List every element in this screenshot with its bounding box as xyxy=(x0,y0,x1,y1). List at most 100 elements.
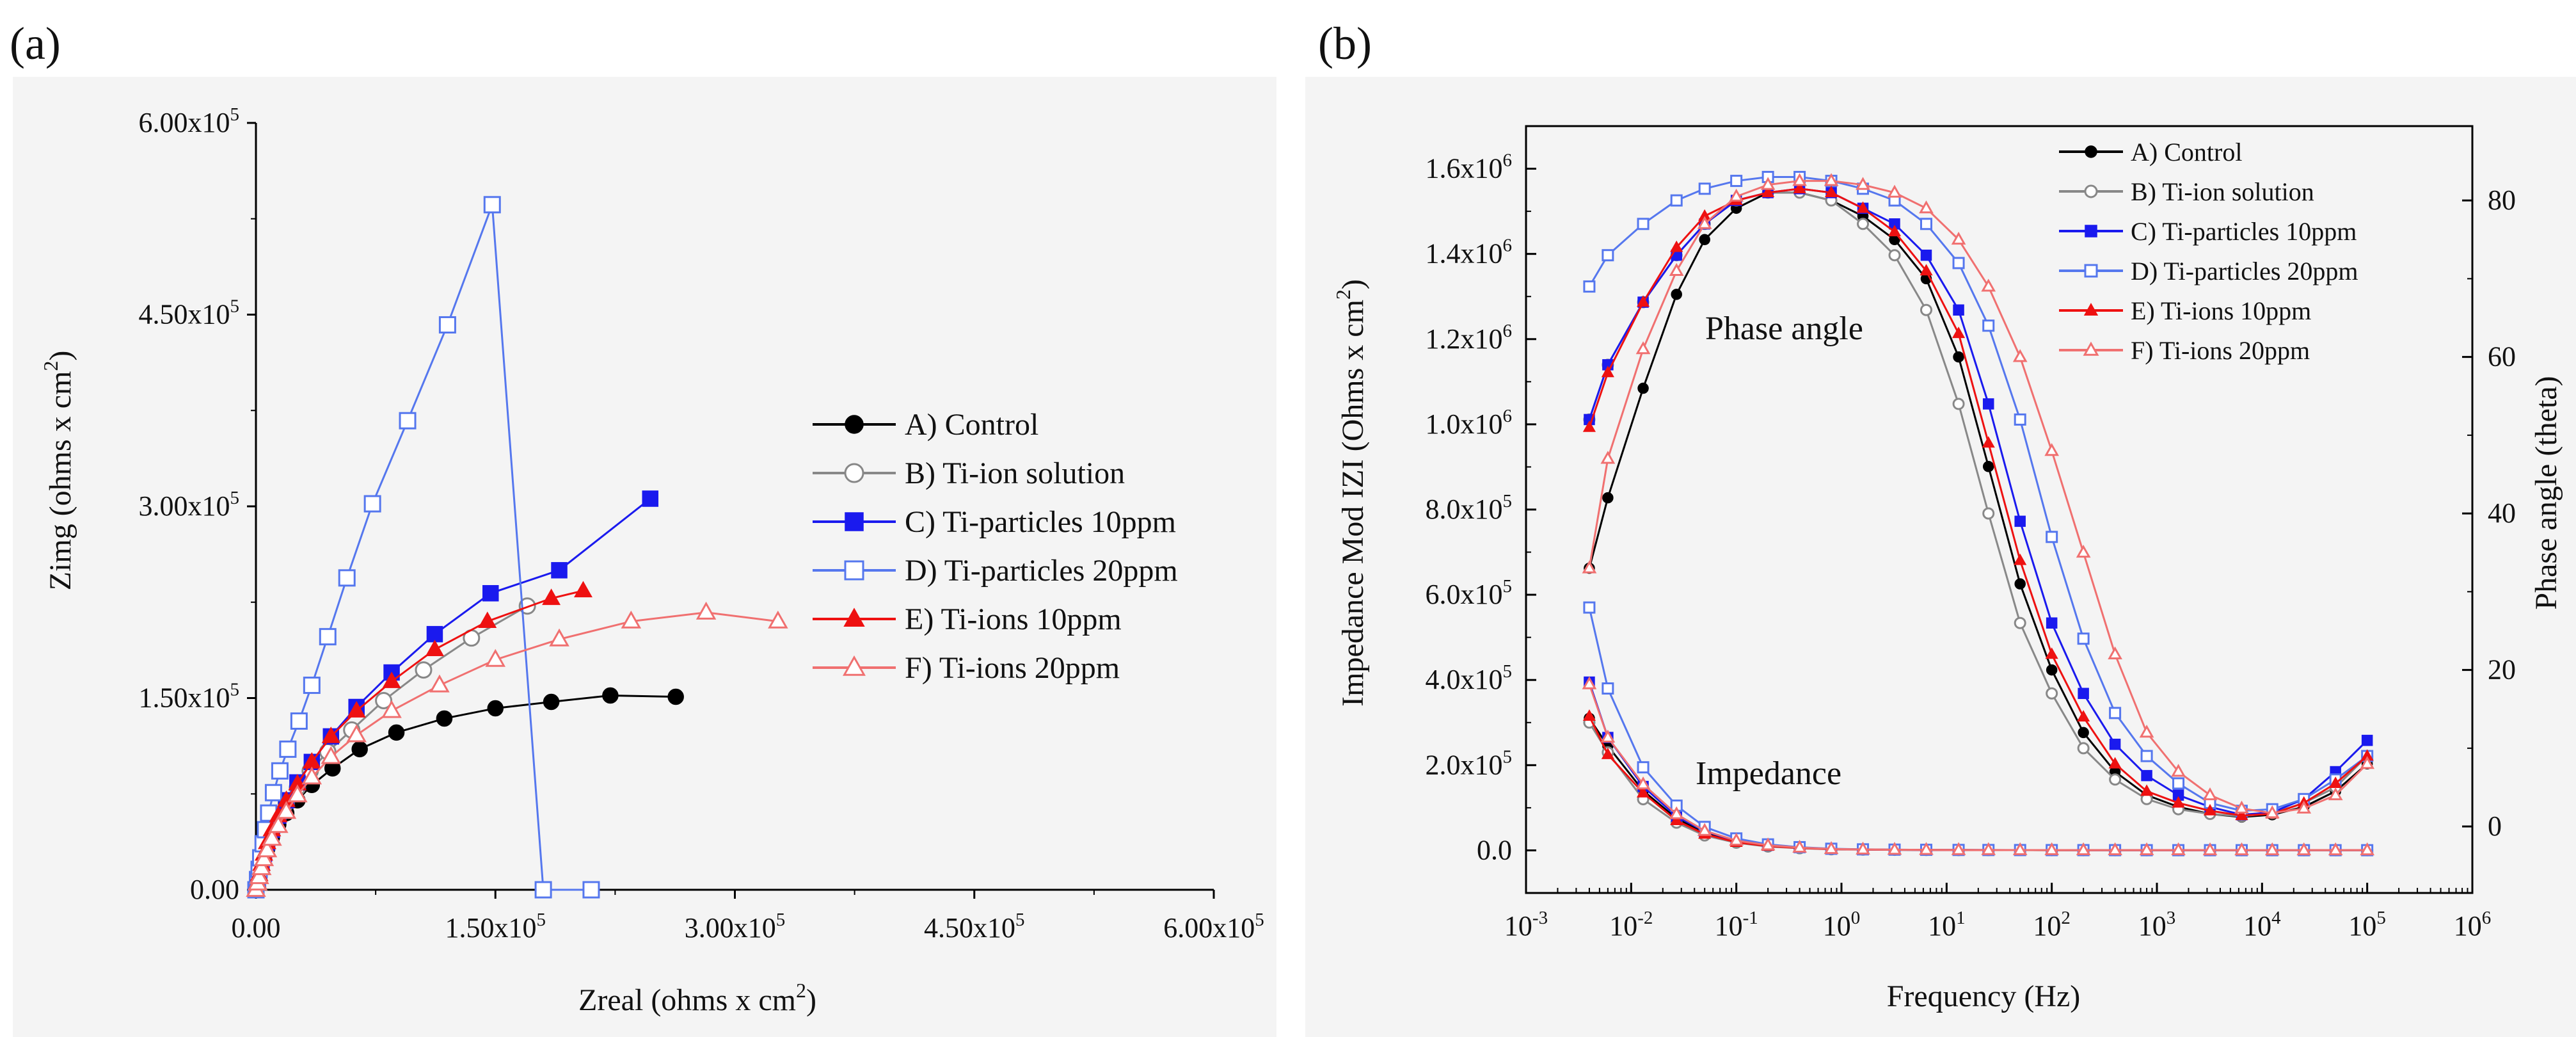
x-tick-label-b: 104 xyxy=(2243,908,2281,942)
phase-point-5 xyxy=(1636,295,1650,307)
series-a-point-3 xyxy=(482,585,499,602)
x-tick-label-b: 100 xyxy=(1823,908,1861,942)
phase-point-4 xyxy=(2172,777,2185,790)
legend-a-marker xyxy=(845,415,864,434)
x-tick-label-b: 10-2 xyxy=(1609,908,1653,942)
impedance-point-6 xyxy=(2328,842,2343,856)
annotation-impedance: Impedance xyxy=(1696,755,1841,792)
impedance-point-6 xyxy=(1824,840,1839,855)
x-tick-label-b: 102 xyxy=(2033,908,2071,942)
y-tick-label-b: 0.0 xyxy=(1477,834,1512,865)
series-a-point-4 xyxy=(483,196,501,214)
phase-point-5 xyxy=(1670,240,1683,252)
series-a-point-1 xyxy=(436,710,453,727)
y-tick-label-b: 1.2x106 xyxy=(1426,321,1513,355)
impedance-point-6 xyxy=(2076,842,2091,855)
phase-point-6 xyxy=(1951,232,1966,245)
phase-point-3 xyxy=(2361,734,2373,746)
series-a-point-4 xyxy=(582,881,600,899)
series-a-point-3 xyxy=(426,625,443,643)
series-a-point-6 xyxy=(621,610,642,629)
series-a-point-4 xyxy=(534,881,552,899)
series-a-point-6 xyxy=(287,784,308,803)
series-a-point-4 xyxy=(290,712,308,730)
phase-point-6 xyxy=(2171,764,2186,777)
phase-point-6 xyxy=(1887,184,1902,198)
phase-point-2 xyxy=(2109,773,2122,786)
legend-b-marker xyxy=(2083,303,2099,316)
x-tick-label-a: 6.00x105 xyxy=(1163,910,1264,944)
y-axis-a-title: Zimg (ohms x cm2) xyxy=(39,351,77,591)
series-a-point-4 xyxy=(338,569,356,587)
phase-point-5 xyxy=(2108,757,2122,769)
y-tick-label-b: 6.0x105 xyxy=(1426,576,1513,610)
phase-point-3 xyxy=(2078,687,2089,700)
phase-point-6 xyxy=(1760,177,1776,190)
y2-axis-b-title: Phase angle (theta) xyxy=(2529,376,2563,609)
series-a-point-5 xyxy=(382,671,401,688)
legend-a-marker xyxy=(844,463,864,483)
phase-point-1 xyxy=(1699,234,1710,246)
y-tick-label-b: 1.0x106 xyxy=(1426,406,1513,440)
impedance-point-5 xyxy=(1601,747,1614,759)
phase-point-5 xyxy=(1888,225,1902,237)
series-a-point-5 xyxy=(321,727,340,743)
phase-point-6 xyxy=(2328,787,2343,801)
phase-point-6 xyxy=(1635,341,1651,355)
phase-point-1 xyxy=(1982,461,1994,472)
impedance-point-6 xyxy=(1760,837,1776,851)
plot-a-series xyxy=(246,196,788,899)
phase-point-6 xyxy=(2360,756,2375,769)
legend-a-marker xyxy=(843,655,866,676)
x-tick-label-b: 10-1 xyxy=(1715,908,1758,942)
legend-a-label: F) Ti-ions 20ppm xyxy=(905,651,1120,685)
phase-point-5 xyxy=(1982,436,1995,448)
plot-b-background xyxy=(1305,77,2576,1037)
impedance-point-5 xyxy=(1582,709,1596,721)
series-a-point-5 xyxy=(425,639,444,656)
phase-point-2 xyxy=(2014,616,2026,629)
series-a-point-6 xyxy=(301,766,322,785)
phase-point-4 xyxy=(1637,218,1650,230)
legend-a-marker xyxy=(845,512,864,531)
impedance-point-5 xyxy=(1636,785,1650,798)
series-a-point-4 xyxy=(319,628,337,646)
x-tick-label-a: 4.50x105 xyxy=(924,910,1025,944)
phase-point-1 xyxy=(1953,351,1964,363)
series-a-point-5 xyxy=(347,701,366,718)
phase-point-2 xyxy=(2077,742,2090,755)
phase-point-4 xyxy=(1698,182,1711,195)
series-a-point-6 xyxy=(768,610,788,629)
phase-point-1 xyxy=(2014,578,2026,590)
phase-point-6 xyxy=(2264,805,2280,819)
y2-tick-label-b: 40 xyxy=(2488,497,2516,529)
impedance-point-6 xyxy=(1669,806,1684,819)
x-axis-a-title: Zreal (ohms x cm2) xyxy=(578,979,816,1017)
y2-tick-label-b: 80 xyxy=(2488,184,2516,216)
series-a-point-4 xyxy=(363,495,381,513)
phase-point-6 xyxy=(2012,349,2028,362)
x-tick-label-b: 101 xyxy=(1928,908,1966,942)
y-axis-b-title: Impedance Mod IZI (Ohms x cm2) xyxy=(1332,279,1370,707)
impedance-point-4 xyxy=(1602,682,1614,695)
phase-point-1 xyxy=(2078,727,2089,739)
y-tick-label-a: 0.00 xyxy=(190,874,239,905)
series-a-point-6 xyxy=(262,828,282,846)
series-a-point-1 xyxy=(351,741,368,758)
chart-a: (a) 0.00 1.50x105 3.00x105 4.50x105 6.00x105… xyxy=(10,18,1276,1037)
chart-b: (b) 10-3 10-2 10-1 100 101 102 103 104 105 106 0.0… xyxy=(1305,18,2576,1037)
phase-point-6 xyxy=(1697,216,1712,229)
phase-point-4 xyxy=(2046,531,2058,543)
series-a-point-1 xyxy=(487,700,504,717)
impedance-point-6 xyxy=(2202,842,2218,856)
series-a-point-4 xyxy=(438,316,456,334)
series-a-point-4 xyxy=(399,412,417,430)
phase-point-1 xyxy=(2046,664,2058,676)
phase-point-6 xyxy=(1792,173,1807,186)
phase-point-4 xyxy=(1920,218,1932,230)
phase-point-6 xyxy=(1582,560,1597,574)
x-tick-label-a: 3.00x105 xyxy=(685,910,786,944)
phase-point-2 xyxy=(1982,507,1995,520)
legend-b-marker xyxy=(2083,341,2099,356)
series-a-point-6 xyxy=(485,648,506,667)
